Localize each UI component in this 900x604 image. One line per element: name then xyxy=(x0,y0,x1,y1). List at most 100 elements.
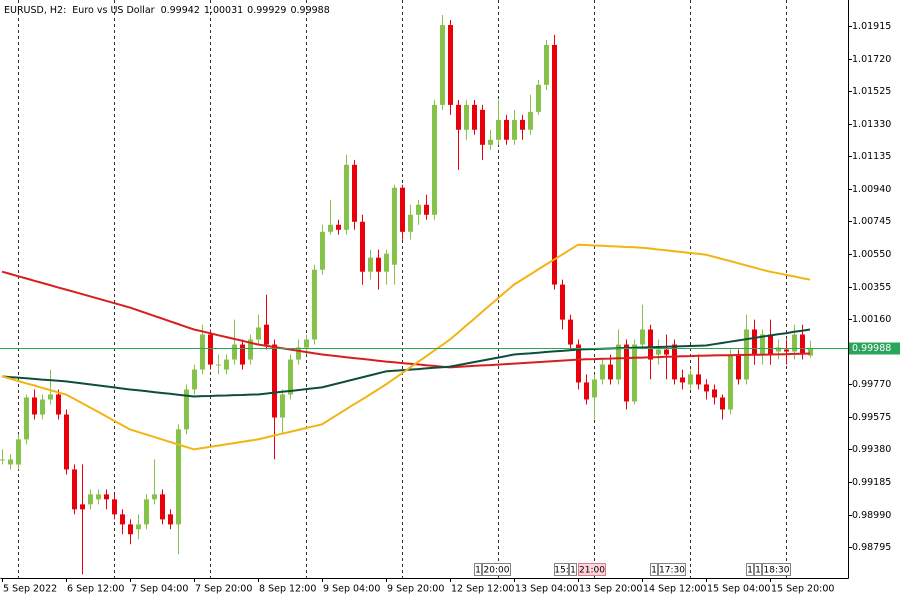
y-tick-label: 0.99380 xyxy=(852,444,891,455)
candle-body xyxy=(528,111,533,130)
event-marker xyxy=(554,563,569,576)
candle-body xyxy=(584,382,589,400)
candle-body xyxy=(600,364,605,380)
y-tick-label: 1.00355 xyxy=(852,282,891,293)
candle-body xyxy=(320,231,325,270)
y-tick-label: 0.98990 xyxy=(852,510,891,521)
event-label: 21:00 xyxy=(579,566,605,576)
y-tick-label: 1.01330 xyxy=(852,119,891,130)
candle-body xyxy=(56,394,61,415)
candle-body xyxy=(768,334,773,355)
y-tick-label: 1.01135 xyxy=(852,151,891,162)
candle-body xyxy=(616,344,621,380)
candle-body xyxy=(552,44,557,285)
candle-body xyxy=(472,104,477,130)
y-tick-label: 1.00160 xyxy=(852,314,891,325)
price-label: 0.99988 xyxy=(852,343,891,354)
candle-body xyxy=(568,319,573,345)
x-tick-label: 7 Sep 04:00 xyxy=(131,584,188,595)
candle-body xyxy=(776,347,781,352)
y-tick-label: 0.99770 xyxy=(852,379,891,390)
x-tick-label: 6 Sep 12:00 xyxy=(67,584,124,595)
event-marker xyxy=(746,563,754,576)
candle-body xyxy=(720,397,725,410)
event-label: 1 xyxy=(475,566,481,576)
candle-body xyxy=(640,329,645,345)
candle-body xyxy=(672,344,677,380)
event-marker xyxy=(762,563,791,576)
candle-body xyxy=(368,257,373,272)
candle-body xyxy=(440,25,445,105)
candle-body xyxy=(40,399,45,415)
candle-body xyxy=(712,389,717,398)
x-tick-label: 9 Sep 04:00 xyxy=(323,584,380,595)
candle-body xyxy=(384,253,389,272)
candle-body xyxy=(152,494,157,500)
event-marker xyxy=(482,563,511,576)
candle-body xyxy=(704,384,709,392)
event-label: 15: xyxy=(554,566,568,576)
x-tick-label: 15 Sep 20:00 xyxy=(771,584,834,595)
event-label: 20:00 xyxy=(484,566,510,576)
candle-body xyxy=(280,394,285,418)
candle-body xyxy=(272,344,277,418)
candle-body xyxy=(72,469,77,510)
candle-body xyxy=(168,514,173,525)
candle-body xyxy=(208,334,213,365)
event-marker xyxy=(754,563,762,576)
x-tick-label: 9 Sep 20:00 xyxy=(387,584,444,595)
open-value: 0.99942 xyxy=(161,5,200,16)
x-tick-label: 13 Sep 20:00 xyxy=(579,584,642,595)
x-tick-label: 12 Sep 12:00 xyxy=(451,584,514,595)
candle-body xyxy=(464,104,469,130)
event-marker xyxy=(650,563,658,576)
candle-body xyxy=(240,344,245,365)
candle-body xyxy=(728,354,733,410)
x-tick-label: 15 Sep 04:00 xyxy=(707,584,770,595)
candle-body xyxy=(576,344,581,383)
candle-body xyxy=(560,284,565,320)
event-label: 1 xyxy=(570,566,576,576)
y-tick-label: 1.00940 xyxy=(852,184,891,195)
candle-body xyxy=(232,344,237,360)
event-marker xyxy=(578,563,606,576)
candle-body xyxy=(352,164,357,222)
candle-body xyxy=(64,414,69,470)
candle-body xyxy=(808,347,813,356)
candle-body xyxy=(312,269,317,340)
y-tick-label: 1.00745 xyxy=(852,216,891,227)
candle-body xyxy=(248,339,253,360)
candle-body xyxy=(216,364,221,366)
x-tick-label: 14 Sep 12:00 xyxy=(643,584,706,595)
event-marker xyxy=(569,563,577,576)
x-tick-label: 5 Sep 2022 xyxy=(3,584,57,595)
candle-body xyxy=(752,329,757,355)
candle-body xyxy=(648,329,653,360)
candle-body xyxy=(400,187,405,232)
price-label-box xyxy=(849,342,900,355)
y-tick-label: 0.99575 xyxy=(852,412,891,423)
event-marker xyxy=(658,563,686,576)
high-value: 1.00031 xyxy=(204,5,243,16)
candle-body xyxy=(512,119,517,140)
candle-body xyxy=(664,349,669,355)
candle-body xyxy=(760,334,765,355)
candle-body xyxy=(344,164,349,230)
candle-body xyxy=(792,334,797,352)
chart-header: EURUSD, H2: Euro vs US Dollar 0.99942 1.000… xyxy=(4,5,330,16)
candle-body xyxy=(16,439,21,465)
candle-body xyxy=(176,429,181,525)
candle-body xyxy=(408,214,413,232)
moving-average-line xyxy=(1,243,811,451)
moving-average-line xyxy=(1,270,811,369)
candle-body xyxy=(8,459,13,465)
candle-body xyxy=(416,204,421,215)
candle-body xyxy=(504,119,509,140)
symbol: EURUSD, H2: xyxy=(4,5,66,16)
candle-body xyxy=(432,104,437,215)
candle-body xyxy=(256,327,261,340)
candle-body xyxy=(424,204,429,215)
candle-body xyxy=(656,349,661,355)
y-tick-label: 1.01915 xyxy=(852,21,891,32)
